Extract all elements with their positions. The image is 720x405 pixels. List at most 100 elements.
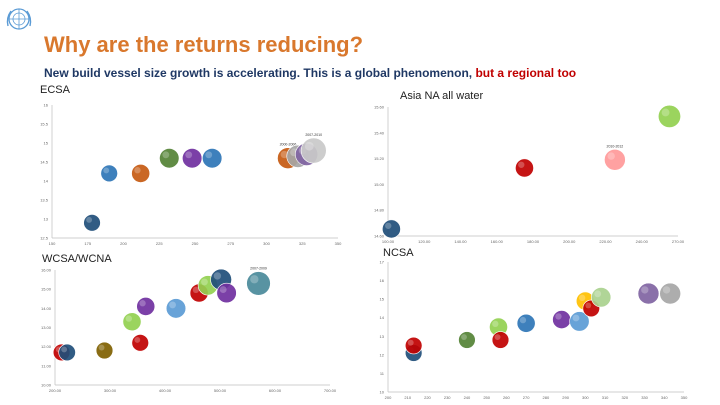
- ncsa-bubble-highlight: [641, 286, 649, 294]
- ncsa-y-tick-label: 15: [380, 297, 385, 302]
- asia-x-tick-label: 240.00: [636, 239, 649, 244]
- ecsa-y-tick-label: 15.5: [40, 122, 49, 127]
- wcsa-y-tick-label: 13.00: [41, 325, 52, 330]
- wcsa-bubble-highlight: [139, 300, 146, 307]
- ecsa-x-tick-label: 225: [156, 241, 163, 246]
- ncsa-bubble-highlight: [662, 286, 671, 294]
- asia-x-tick-label: 160.00: [491, 239, 504, 244]
- ecsa-x-tick-label: 200: [120, 241, 127, 246]
- ncsa-bubble: [516, 313, 536, 333]
- wcsa-x-tick-label: 500.00: [214, 388, 227, 393]
- ncsa-x-tick-label: 210: [404, 395, 411, 400]
- asia-bubble-highlight: [607, 152, 615, 160]
- wcsa-bubble: [216, 282, 237, 304]
- ecsa-bubble-label: 2000-2006: [280, 143, 297, 147]
- ecsa-bubble: [300, 137, 327, 164]
- ecsa-bubble-highlight: [280, 150, 288, 159]
- wcsa-bubble-highlight: [201, 278, 208, 286]
- ecsa-bubble-highlight: [103, 167, 110, 174]
- ncsa-x-tick-label: 310: [602, 395, 609, 400]
- ecsa-y-tick-label: 14: [44, 179, 49, 184]
- ecsa-bubble-highlight: [86, 216, 93, 223]
- wcsa-bubble-highlight: [134, 336, 141, 343]
- asia-x-tick-label: 100.00: [382, 239, 395, 244]
- ncsa-bubble-highlight: [578, 294, 586, 301]
- asia-bubble-label: 2010-2012: [607, 144, 624, 148]
- ecsa-bubble-highlight: [185, 151, 193, 159]
- asia-x-tick-label: 220.00: [599, 239, 612, 244]
- ncsa-bubble: [491, 331, 510, 349]
- asia-bubble: [515, 158, 534, 178]
- asia-y-tick-label: 15.40: [374, 130, 385, 135]
- wcsa-bubble-highlight: [192, 286, 200, 293]
- subtitle-highlight: but a regional too: [475, 66, 577, 80]
- ncsa-bubble-highlight: [492, 320, 499, 327]
- wcsa-bubble-highlight: [169, 301, 177, 309]
- ncsa-bubble-highlight: [555, 313, 562, 320]
- ncsa-panel-label: NCSA: [383, 247, 414, 259]
- un-emblem-icon: [6, 8, 32, 30]
- ecsa-x-tick-label: 350: [335, 241, 342, 246]
- ncsa-x-tick-label: 340: [661, 395, 668, 400]
- ncsa-x-tick-label: 290: [562, 395, 569, 400]
- wcsa-y-tick-label: 16.00: [41, 268, 52, 273]
- wcsa-bubble: [136, 297, 156, 316]
- ecsa-bubble: [83, 214, 101, 232]
- wcsa-bubble-highlight: [125, 315, 132, 322]
- ncsa-bubble: [637, 282, 660, 305]
- ncsa-bubble-highlight: [594, 290, 602, 298]
- asia-x-tick-label: 140.00: [454, 239, 467, 244]
- asia-y-tick-label: 14.60: [374, 234, 385, 239]
- ecsa-bubble: [202, 148, 223, 169]
- ecsa-x-tick-label: 250: [192, 241, 199, 246]
- ncsa-bubble-highlight: [407, 339, 414, 346]
- ncsa-y-tick-label: 13: [380, 334, 385, 339]
- asia-bubble: [604, 148, 626, 171]
- ecsa-y-tick-label: 13: [44, 217, 49, 222]
- wcsa-bubble: [58, 343, 76, 362]
- wcsa-bubble-highlight: [213, 272, 222, 280]
- wcsa-bubble: [131, 334, 149, 352]
- asia-y-tick-label: 14.80: [374, 208, 385, 213]
- ncsa-bubble-highlight: [461, 334, 467, 340]
- asia-bubble-highlight: [385, 222, 392, 229]
- wcsa-bubble: [95, 341, 114, 360]
- ncsa-bubble: [404, 336, 423, 355]
- ncsa-x-tick-label: 270: [523, 395, 530, 400]
- wcsa-x-tick-label: 700.00: [324, 388, 337, 393]
- asia-bubble: [657, 104, 681, 128]
- subtitle-main: New build vessel size growth is accelera…: [44, 66, 476, 80]
- wcsa-x-tick-label: 400.00: [159, 388, 172, 393]
- ncsa-x-tick-label: 230: [444, 395, 451, 400]
- ncsa-x-tick-label: 300: [582, 395, 589, 400]
- asia-bubble-highlight: [518, 161, 525, 168]
- wcsa-bubble-highlight: [61, 346, 68, 353]
- ecsa-bubble-highlight: [134, 167, 141, 174]
- wcsa-y-tick-label: 11.00: [41, 363, 51, 368]
- wcsa-y-tick-label: 14.00: [41, 306, 52, 311]
- ncsa-x-tick-label: 200: [385, 395, 392, 400]
- wcsa-bubble: [165, 298, 187, 319]
- ecsa-x-tick-label: 175: [84, 241, 91, 246]
- asia-x-tick-label: 270.00: [672, 239, 685, 244]
- ncsa-x-tick-label: 260: [503, 395, 510, 400]
- ncsa-bubble-highlight: [494, 334, 501, 340]
- wcsa-bubble-highlight: [98, 344, 105, 351]
- ecsa-x-tick-label: 275: [227, 241, 234, 246]
- wcsa-y-tick-label: 12.00: [41, 344, 52, 349]
- ncsa-bubble-highlight: [585, 302, 592, 309]
- asia-y-tick-label: 15.00: [374, 182, 385, 187]
- wcsa-bubble-highlight: [250, 275, 259, 284]
- ncsa-bubble: [591, 287, 612, 308]
- slide-title: Why are the returns reducing?: [44, 32, 364, 57]
- asia-y-tick-label: 15.20: [374, 156, 385, 161]
- ncsa-y-tick-label: 17: [380, 260, 385, 265]
- wcsa-bubble-highlight: [219, 286, 227, 293]
- ncsa-y-tick-label: 11: [380, 371, 385, 376]
- wcsa-y-tick-label: 15.00: [41, 287, 52, 292]
- ncsa-bubble-highlight: [519, 316, 527, 324]
